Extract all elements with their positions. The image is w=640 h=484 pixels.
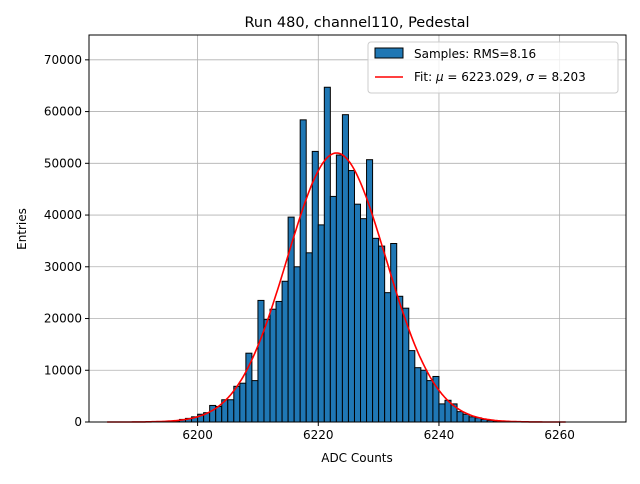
histogram-bar <box>426 380 434 423</box>
x-tick-label: 6260 <box>544 428 575 442</box>
histogram-bar <box>360 218 368 423</box>
x-tick-label: 6200 <box>182 428 213 442</box>
histogram-bar <box>263 319 271 423</box>
histogram-bar <box>209 404 217 423</box>
y-tick-label: 60000 <box>44 105 82 119</box>
histogram-bar <box>245 352 253 423</box>
histogram-bar <box>293 266 301 423</box>
y-tick-label: 70000 <box>44 53 82 67</box>
histogram-bar <box>353 203 362 423</box>
histogram-bar <box>281 280 289 423</box>
legend: Samples: RMS=8.16 Fit: μ = 6223.029, σ =… <box>367 41 619 94</box>
histogram-bar <box>468 416 476 423</box>
y-tick-label: 30000 <box>44 260 82 274</box>
histogram-bar <box>275 300 283 423</box>
x-tick-label: 6220 <box>303 428 334 442</box>
histogram-bar <box>233 385 241 423</box>
y-tick-label: 50000 <box>44 156 82 170</box>
chart-title: Run 480, channel110, Pedestal <box>244 15 469 31</box>
y-tick-label: 40000 <box>44 208 82 222</box>
histogram-bar <box>239 382 247 423</box>
histogram-bar <box>251 380 259 423</box>
y-tick-label: 0 <box>74 415 82 429</box>
histogram-bar <box>347 170 355 423</box>
legend-label-fit: Fit: μ = 6223.029, σ = 8.203 <box>414 70 586 84</box>
histogram-bar <box>462 413 470 423</box>
plot-frame <box>88 34 627 423</box>
histogram-bar <box>384 292 392 423</box>
histogram-bar <box>311 150 319 423</box>
histogram-bar <box>438 403 446 423</box>
histogram-bar <box>257 299 265 423</box>
legend-label-samples: Samples: RMS=8.16 <box>414 47 536 61</box>
histogram-bar <box>317 224 325 423</box>
histogram-bar <box>323 86 331 423</box>
y-tick-label: 20000 <box>44 312 82 326</box>
y-axis-label: Entries <box>15 208 29 250</box>
legend-patch-samples <box>374 47 404 59</box>
histogram-bar <box>396 295 404 423</box>
y-tick-label: 10000 <box>44 363 82 377</box>
histogram-bar <box>299 119 307 423</box>
histogram-bar <box>414 367 422 423</box>
x-tick-label: 6240 <box>424 428 455 442</box>
histogram-bar <box>305 252 313 423</box>
histogram-bar <box>372 237 380 423</box>
histogram-bar <box>215 405 223 423</box>
histogram-bar <box>420 369 428 423</box>
histogram-bar <box>390 243 398 423</box>
histogram-bar <box>408 350 416 423</box>
histogram-bar <box>378 245 386 423</box>
fit-curve <box>107 152 566 423</box>
histogram-bar <box>329 195 337 423</box>
histogram-bar <box>269 308 277 423</box>
histogram-bar <box>335 154 343 423</box>
x-axis-label: ADC Counts <box>321 451 393 465</box>
histogram-bar <box>456 411 464 423</box>
histogram-bar <box>227 399 235 423</box>
